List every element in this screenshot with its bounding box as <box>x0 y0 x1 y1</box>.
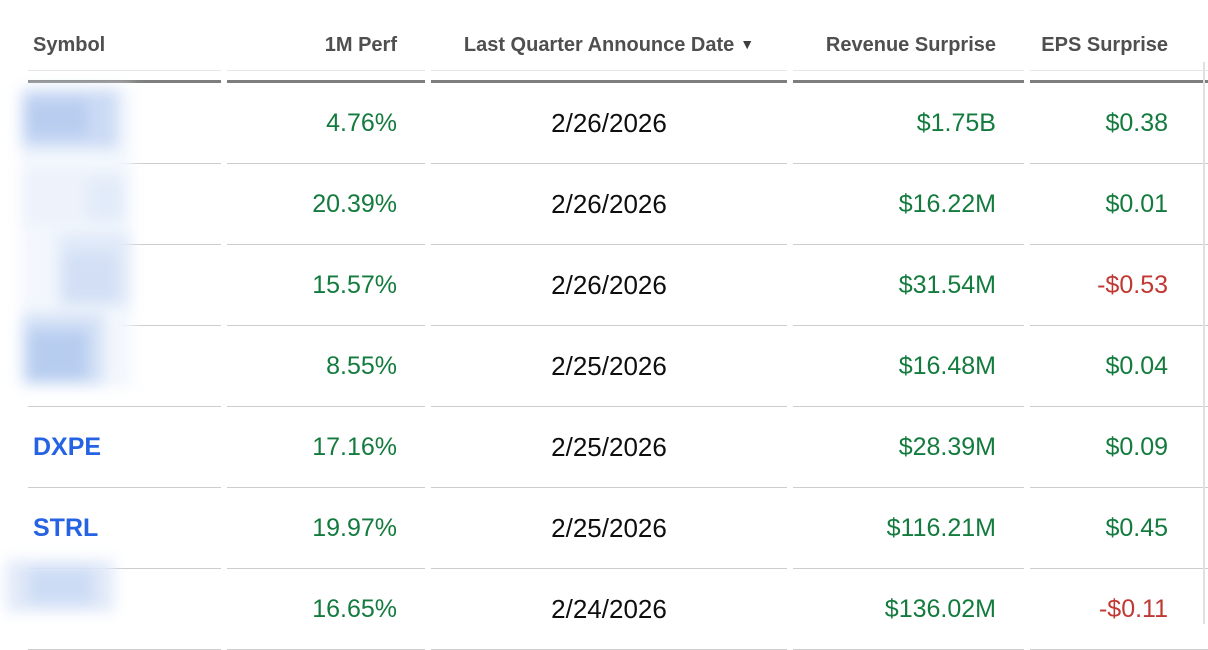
symbol-cell-redacted[interactable] <box>28 326 221 407</box>
perf-cell: 15.57% <box>227 245 425 326</box>
announce-date-cell: 2/26/2026 <box>431 83 787 164</box>
eps-surprise-cell: -$0.11 <box>1030 569 1208 650</box>
perf-cell: 8.55% <box>227 326 425 407</box>
revenue-surprise-cell: $16.22M <box>793 164 1024 245</box>
announce-date-cell: 2/25/2026 <box>431 326 787 407</box>
table-row[interactable]: 8.55% 2/25/2026 $16.48M $0.04 <box>28 326 1208 407</box>
eps-surprise-cell: $0.01 <box>1030 164 1208 245</box>
perf-cell: 4.76% <box>227 83 425 164</box>
table-row[interactable]: 15.57% 2/26/2026 $31.54M -$0.53 <box>28 245 1208 326</box>
announce-date-cell: 2/26/2026 <box>431 164 787 245</box>
symbol-link-dxpe[interactable]: DXPE <box>28 407 221 488</box>
column-header-announce-date[interactable]: Last Quarter Announce Date ▼ <box>431 0 787 83</box>
table-header-row: Symbol 1M Perf Last Quarter Announce Dat… <box>28 0 1208 83</box>
announce-date-cell: 2/25/2026 <box>431 488 787 569</box>
perf-cell: 20.39% <box>227 164 425 245</box>
revenue-surprise-cell: $28.39M <box>793 407 1024 488</box>
symbol-cell-redacted[interactable] <box>28 164 221 245</box>
announce-date-cell: 2/26/2026 <box>431 245 787 326</box>
symbol-link-strl[interactable]: STRL <box>28 488 221 569</box>
table-row[interactable]: 20.39% 2/26/2026 $16.22M $0.01 <box>28 164 1208 245</box>
revenue-surprise-cell: $136.02M <box>793 569 1024 650</box>
sort-descending-icon[interactable]: ▼ <box>740 35 755 52</box>
announce-date-cell: 2/25/2026 <box>431 407 787 488</box>
perf-cell: 19.97% <box>227 488 425 569</box>
revenue-surprise-cell: $16.48M <box>793 326 1024 407</box>
column-header-1m-perf[interactable]: 1M Perf <box>227 0 425 83</box>
eps-surprise-cell: $0.38 <box>1030 83 1208 164</box>
announce-date-cell: 2/24/2026 <box>431 569 787 650</box>
eps-surprise-cell: $0.04 <box>1030 326 1208 407</box>
table-row[interactable]: DXPE 17.16% 2/25/2026 $28.39M $0.09 <box>28 407 1208 488</box>
revenue-surprise-cell: $1.75B <box>793 83 1024 164</box>
perf-cell: 16.65% <box>227 569 425 650</box>
symbol-cell-redacted[interactable] <box>28 83 221 164</box>
column-header-eps-surprise[interactable]: EPS Surprise <box>1030 0 1208 83</box>
eps-surprise-cell: -$0.53 <box>1030 245 1208 326</box>
symbol-cell-redacted[interactable] <box>28 245 221 326</box>
perf-cell: 17.16% <box>227 407 425 488</box>
revenue-surprise-cell: $116.21M <box>793 488 1024 569</box>
table-row[interactable]: 4.76% 2/26/2026 $1.75B $0.38 <box>28 83 1208 164</box>
table-row[interactable]: 16.65% 2/24/2026 $136.02M -$0.11 <box>28 569 1208 650</box>
column-header-revenue-surprise[interactable]: Revenue Surprise <box>793 0 1024 83</box>
symbol-cell-redacted[interactable] <box>28 569 221 650</box>
eps-surprise-cell: $0.09 <box>1030 407 1208 488</box>
table-row[interactable]: STRL 19.97% 2/25/2026 $116.21M $0.45 <box>28 488 1208 569</box>
column-header-announce-date-label: Last Quarter Announce Date <box>463 33 735 56</box>
stock-screener-table: Symbol 1M Perf Last Quarter Announce Dat… <box>22 0 1208 650</box>
revenue-surprise-cell: $31.54M <box>793 245 1024 326</box>
column-header-symbol[interactable]: Symbol <box>28 0 221 83</box>
eps-surprise-cell: $0.45 <box>1030 488 1208 569</box>
